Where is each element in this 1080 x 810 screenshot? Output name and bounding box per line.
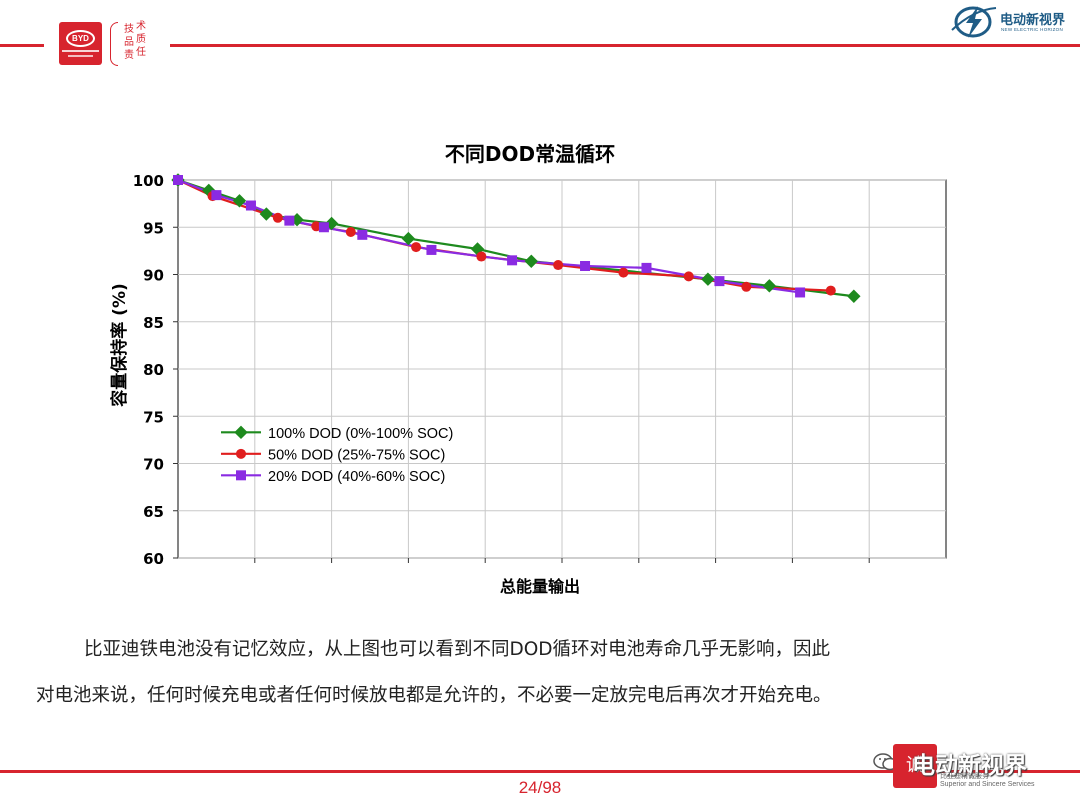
series-point: [245, 200, 256, 211]
header-rule-left: [0, 44, 44, 47]
series-point: [284, 215, 295, 226]
series-point: [701, 272, 715, 286]
series-point: [507, 255, 518, 266]
y-tick-label: 80: [143, 361, 164, 379]
series-point: [641, 262, 652, 273]
legend-swatch-marker: [236, 448, 246, 459]
y-tick-label: 60: [143, 550, 164, 568]
page-number: 24/98: [518, 778, 562, 797]
series-line-3: [177, 178, 801, 294]
body-line-1: 比亚迪铁电池没有记忆效应，从上图也可以看到不同DOD循环对电池寿命几乎无影响，因…: [84, 639, 831, 660]
sincere-service-stamp: 诚: [893, 744, 937, 788]
series-point: [683, 271, 694, 282]
series-point: [318, 222, 329, 233]
series-point: [714, 276, 725, 287]
byd-logo: BYD: [59, 22, 102, 65]
series-point: [825, 285, 836, 296]
legend-swatch-marker: [234, 425, 248, 440]
series-point: [311, 221, 322, 232]
partner-name: 电动新视界: [1000, 13, 1066, 28]
series-point: [345, 226, 356, 237]
partner-logo: 电动新视界 NEW ELECTRIC HORIZON: [948, 2, 1080, 42]
series-point: [401, 231, 416, 246]
legend-entry-label: 20% DOD (40%-60% SOC): [268, 469, 445, 485]
y-tick-label: 70: [143, 456, 164, 474]
seal-char: 术: [136, 21, 146, 32]
legend-entry-label: 100% DOD (0%-100% SOC): [268, 426, 453, 442]
series-point: [524, 254, 538, 268]
series-point: [232, 194, 247, 208]
byd-logo-text: BYD: [66, 30, 95, 47]
seal-char: 技: [124, 24, 134, 35]
y-tick-label: 95: [143, 219, 164, 237]
series-point: [259, 207, 274, 221]
series-point: [741, 281, 752, 292]
body-line-2: 对电池来说，任何时候充电或者任何时候放电都是允许的，不必要一定放完电后再次才开始…: [36, 685, 832, 706]
partner-subtitle: NEW ELECTRIC HORIZON: [1001, 27, 1064, 32]
series-point: [357, 229, 368, 240]
series-point: [272, 212, 283, 223]
y-tick-label: 100: [133, 172, 164, 190]
legend-entry-label: 50% DOD (25%-75% SOC): [268, 447, 445, 463]
legend-swatch-marker: [236, 470, 246, 481]
series-point: [847, 289, 861, 303]
y-tick-label: 65: [143, 503, 164, 521]
series-point: [211, 190, 222, 201]
series-point: [411, 242, 422, 253]
x-axis-label: 总能量输出: [499, 577, 580, 596]
series-point: [618, 267, 629, 278]
y-tick-label: 85: [143, 314, 164, 332]
series-point: [795, 287, 806, 298]
header-rule-right: [170, 44, 1080, 47]
series-point: [173, 175, 183, 185]
footer-rule: [0, 770, 1080, 773]
body-paragraph: 比亚迪铁电池没有记忆效应，从上图也可以看到不同DOD循环对电池寿命几乎无影响，因…: [36, 627, 1066, 719]
watermark-text: 电动新视界: [912, 753, 1027, 779]
series-point: [476, 251, 487, 262]
chart-title: 不同DOD常温循环: [444, 142, 616, 166]
y-tick-label: 75: [143, 408, 164, 426]
series-point: [762, 279, 777, 293]
seal-char: 责: [124, 50, 134, 61]
seal-char: 品: [124, 37, 134, 48]
series-point: [580, 260, 591, 271]
stamp-subtitle: 比亚迪精诚服务 Superior and Sincere Services: [940, 773, 1035, 788]
y-tick-label: 90: [143, 267, 164, 285]
series-point: [553, 260, 564, 271]
seal-char: 质: [136, 34, 146, 45]
series-point: [426, 244, 437, 255]
quality-seal-logo: 技 术 品 质 责 任: [110, 22, 158, 67]
capacity-retention-chart: 60 65 70 75 80 85 90 95 100 100% DOD (0%-100% SOC…: [133, 172, 947, 568]
seal-char: 任: [136, 47, 146, 58]
lightning-globe-icon: [951, 6, 997, 38]
